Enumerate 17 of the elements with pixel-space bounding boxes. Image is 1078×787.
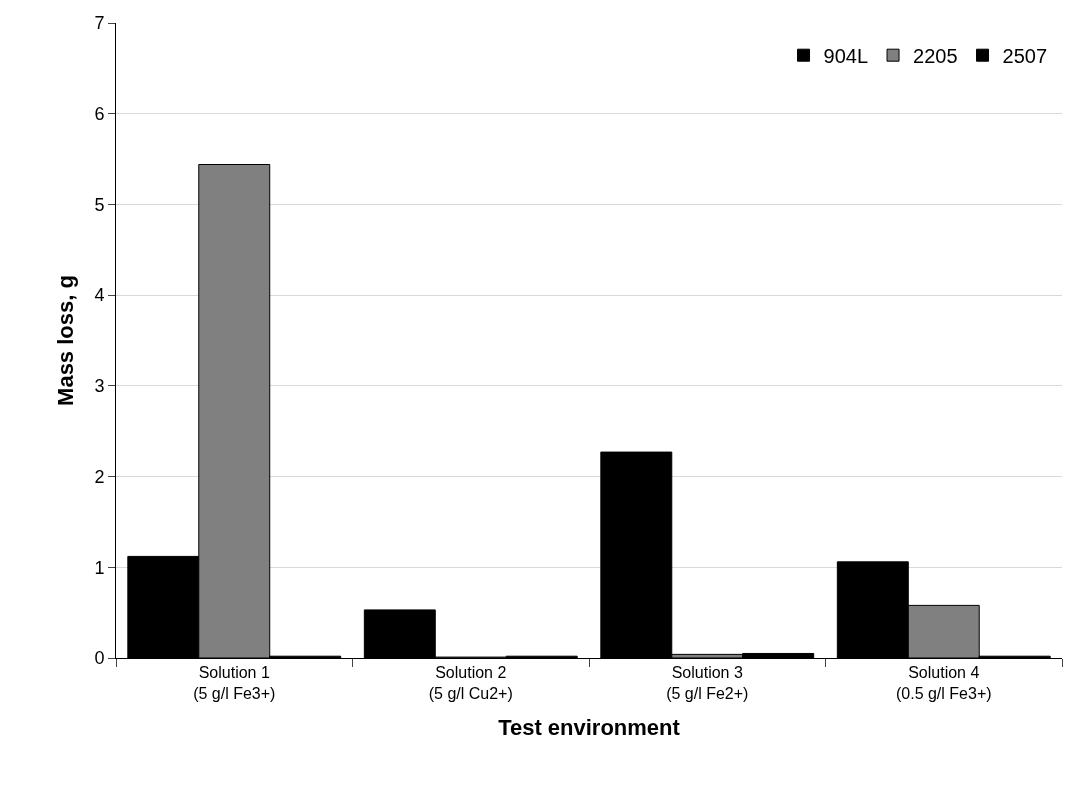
y-tick-label: 7 [94, 13, 105, 34]
y-tick-label: 2 [94, 466, 105, 487]
y-tick-label: 6 [94, 104, 105, 125]
y-tick-label: 0 [94, 648, 105, 669]
x-tick-label: Solution 3 (5 g/l Fe2+) [666, 664, 749, 702]
x-axis-title: Test environment [498, 714, 681, 740]
legend-label: 904L [823, 45, 869, 67]
y-tick-label: 4 [94, 285, 105, 306]
y-tick-label: 1 [94, 557, 105, 578]
y-tick-label: 5 [94, 194, 105, 215]
y-axis-title: Mass loss, g [53, 275, 79, 406]
legend-label: 2205 [913, 45, 958, 67]
x-tick-label: Solution 1 (5 g/l Fe3+) [193, 664, 276, 702]
x-tick-label: Solution 4 (0.5 g/l Fe3+) [895, 664, 992, 702]
legend-label: 2507 [1002, 45, 1048, 67]
y-tick-label: 3 [94, 376, 105, 397]
x-tick-label: Solution 2 (5 g/l Cu2+) [428, 664, 513, 702]
